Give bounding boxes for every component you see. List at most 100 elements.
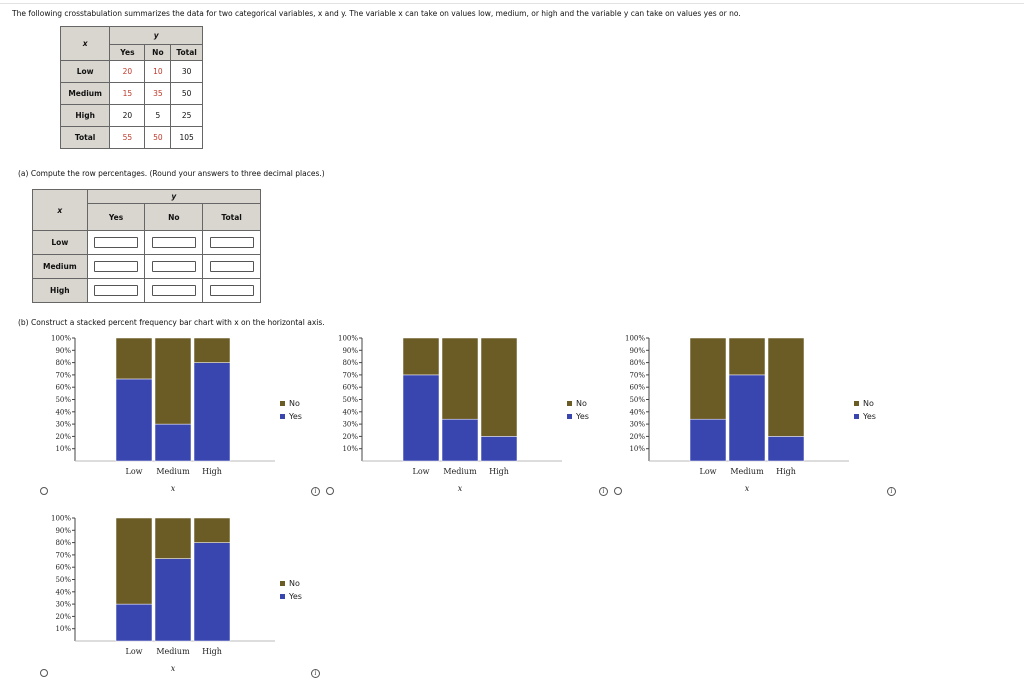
row-percent-input-medium-total[interactable] xyxy=(209,261,254,272)
y-tick-label: 100% xyxy=(338,335,358,343)
crosstab-cell: 10 xyxy=(144,60,172,83)
intro-text: The following crosstabulation summarizes… xyxy=(12,9,741,18)
row-percent-input-low-no[interactable] xyxy=(151,237,196,248)
legend-swatch xyxy=(280,581,285,586)
chart-svg: 10% 20% 30% 40% 50% 60% 70% 80% 90% 100% Low Medium… xyxy=(51,335,302,494)
y-tick-label: 70% xyxy=(55,551,71,559)
bar-segment-no xyxy=(728,337,766,376)
x-axis-label: x xyxy=(171,664,176,673)
row-percent-col-no: No xyxy=(144,203,204,231)
bar-chart-option-1: 10% 20% 30% 40% 50% 60% 70% 80% 90% 100% Low Medium… xyxy=(30,334,310,494)
x-tick-label: High xyxy=(489,467,509,476)
crosstab-col-yes: Yes xyxy=(109,44,146,61)
row-percent-col-total: Total xyxy=(202,203,261,231)
y-tick-label: 80% xyxy=(342,359,358,367)
crosstab-row-label: Low xyxy=(59,60,111,83)
row-percent-input-high-no[interactable] xyxy=(151,285,196,296)
x-tick-label: Medium xyxy=(730,467,764,476)
bar-segment-no xyxy=(193,517,231,543)
top-divider xyxy=(0,3,1024,4)
x-tick-label: Low xyxy=(126,647,143,656)
crosstab-cell: 30 xyxy=(170,60,203,83)
bar-segment-yes xyxy=(115,603,153,642)
info-icon[interactable]: i xyxy=(311,669,320,678)
y-tick-label: 80% xyxy=(629,359,645,367)
y-tick-label: 90% xyxy=(629,347,645,355)
crosstab-x-label: x xyxy=(59,26,111,61)
crosstab-cell: 15 xyxy=(109,82,146,105)
bar-segment-yes xyxy=(728,374,766,462)
y-tick-label: 100% xyxy=(51,335,71,343)
crosstab-cell: 50 xyxy=(144,126,172,149)
legend-swatch xyxy=(280,594,285,599)
radio-option-4[interactable] xyxy=(40,669,48,677)
legend-swatch xyxy=(854,401,859,406)
info-icon[interactable]: i xyxy=(311,487,320,496)
bar-segment-yes xyxy=(689,418,727,462)
y-tick-label: 20% xyxy=(55,613,71,621)
crosstab-cell: 35 xyxy=(144,82,172,105)
row-percent-table: x y Yes No Total Low Medium High xyxy=(32,189,262,303)
legend-label: Yes xyxy=(575,412,589,421)
crosstab-table: x y Yes No Total Low 20 10 30 Medium 15 … xyxy=(59,26,203,149)
crosstab-cell: 20 xyxy=(109,60,146,83)
bar-segment-yes xyxy=(154,558,192,642)
row-percent-row-label: Low xyxy=(32,230,88,255)
y-tick-label: 90% xyxy=(342,347,358,355)
y-tick-label: 20% xyxy=(55,433,71,441)
bar-chart-option-2: 10% 20% 30% 40% 50% 60% 70% 80% 90% 100% Low Medium… xyxy=(317,334,597,494)
y-tick-label: 70% xyxy=(629,371,645,379)
y-tick-label: 60% xyxy=(629,384,645,392)
row-percent-input-medium-yes[interactable] xyxy=(94,261,139,272)
y-tick-label: 10% xyxy=(55,625,71,633)
x-tick-label: High xyxy=(776,467,796,476)
radio-option-1[interactable] xyxy=(40,487,48,495)
part-b-prompt: (b) Construct a stacked percent frequenc… xyxy=(18,318,325,327)
info-icon[interactable]: i xyxy=(887,487,896,496)
y-tick-label: 90% xyxy=(55,527,71,535)
y-tick-label: 30% xyxy=(55,601,71,609)
row-percent-input-low-total[interactable] xyxy=(209,237,254,248)
bar-segment-no xyxy=(402,337,440,376)
crosstab-y-label: y xyxy=(109,26,203,45)
y-tick-label: 30% xyxy=(629,421,645,429)
row-percent-col-yes: Yes xyxy=(86,203,146,231)
legend-label: No xyxy=(289,399,300,408)
crosstab-cell: 50 xyxy=(170,82,203,105)
row-percent-input-medium-no[interactable] xyxy=(151,261,196,272)
row-percent-input-high-total[interactable] xyxy=(209,285,254,296)
x-tick-label: Low xyxy=(126,467,143,476)
x-axis-label: x xyxy=(458,484,463,493)
radio-option-3[interactable] xyxy=(614,487,622,495)
crosstab-row-label: Medium xyxy=(59,82,111,105)
legend-swatch xyxy=(854,414,859,419)
x-tick-label: Low xyxy=(413,467,430,476)
bar-segment-yes xyxy=(767,436,805,462)
x-axis-label: x xyxy=(745,484,750,493)
bar-segment-yes xyxy=(193,362,231,462)
y-tick-label: 10% xyxy=(55,445,71,453)
bar-segment-yes xyxy=(193,542,231,642)
legend-label: Yes xyxy=(862,412,876,421)
y-tick-label: 70% xyxy=(55,371,71,379)
legend-label: No xyxy=(863,399,874,408)
radio-option-2[interactable] xyxy=(326,487,334,495)
row-percent-input-low-yes[interactable] xyxy=(94,237,139,248)
legend-label: Yes xyxy=(288,412,302,421)
crosstab-cell: 55 xyxy=(109,126,146,149)
y-tick-label: 10% xyxy=(629,445,645,453)
y-tick-label: 50% xyxy=(55,396,71,404)
bar-segment-no xyxy=(154,517,192,559)
y-tick-label: 50% xyxy=(55,576,71,584)
y-tick-label: 80% xyxy=(55,359,71,367)
crosstab-cell: 25 xyxy=(170,104,203,127)
legend-label: No xyxy=(576,399,587,408)
y-tick-label: 30% xyxy=(342,421,358,429)
row-percent-input-high-yes[interactable] xyxy=(94,285,139,296)
y-tick-label: 90% xyxy=(55,347,71,355)
crosstab-cell: 20 xyxy=(109,104,146,127)
part-a-prompt: (a) Compute the row percentages. (Round … xyxy=(18,169,325,178)
bar-segment-no xyxy=(115,517,153,605)
x-tick-label: Medium xyxy=(156,467,190,476)
info-icon[interactable]: i xyxy=(599,487,608,496)
